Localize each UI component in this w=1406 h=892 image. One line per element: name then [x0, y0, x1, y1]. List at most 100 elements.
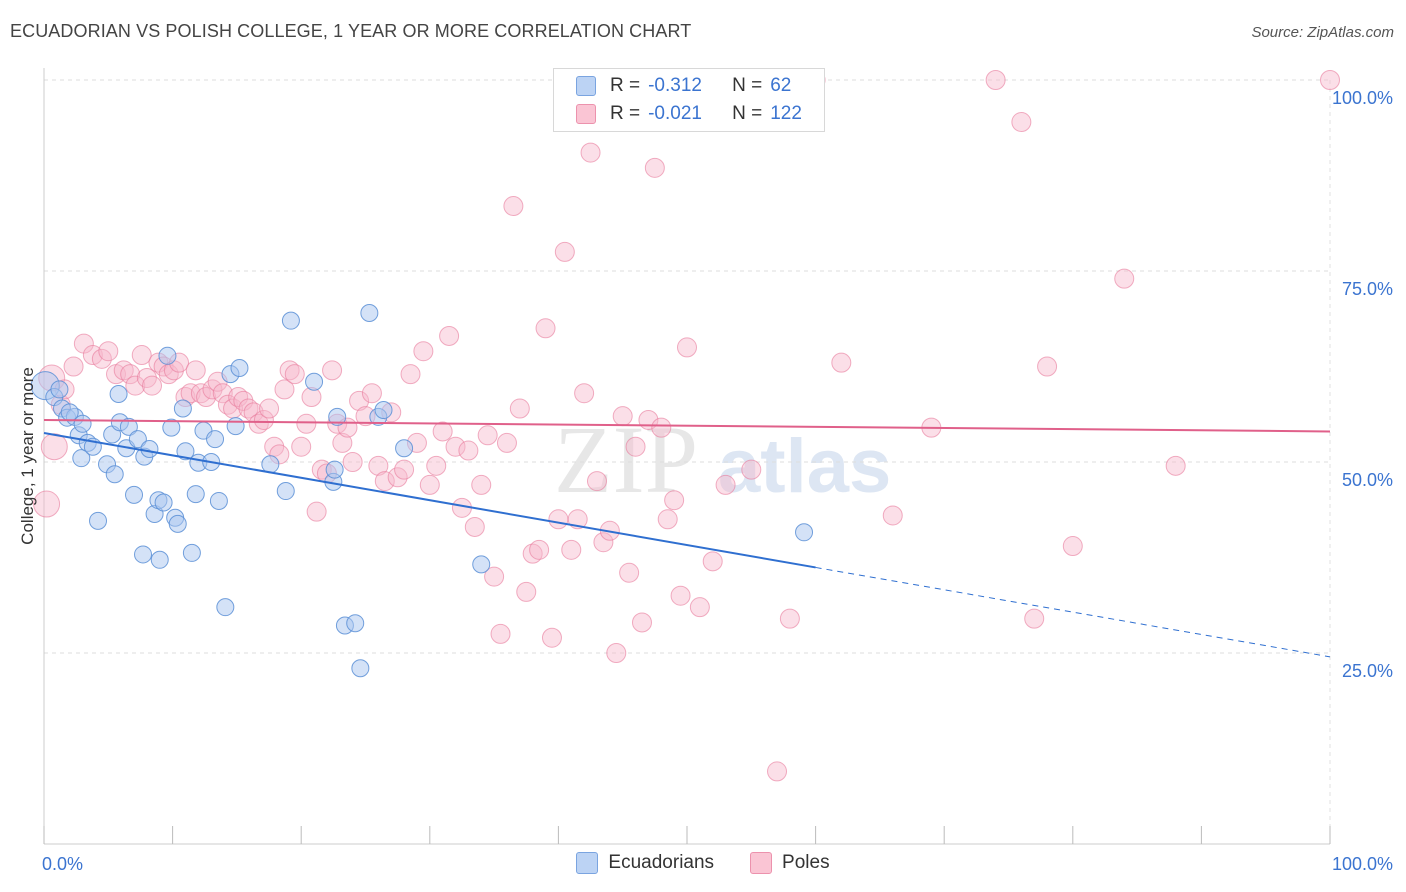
point-poles	[259, 398, 280, 419]
point-ecuadorians	[472, 555, 491, 574]
point-ecuadorians	[89, 511, 108, 530]
point-poles	[1320, 70, 1340, 90]
legend-r-value: -0.021	[648, 103, 702, 124]
point-poles	[831, 352, 852, 373]
point-ecuadorians	[105, 465, 124, 484]
series-poles-points	[33, 70, 1340, 782]
x-tick-label: 100.0%	[1332, 854, 1393, 874]
point-poles	[593, 532, 614, 553]
trend-ecuadorians-extrapolated	[815, 566, 1331, 658]
series-legend: Ecuadorians Poles	[0, 852, 1406, 874]
point-poles	[1024, 608, 1045, 629]
point-poles	[644, 157, 665, 178]
point-ecuadorians	[230, 359, 249, 378]
point-poles	[779, 608, 800, 629]
point-poles	[113, 360, 134, 381]
point-poles	[374, 471, 395, 492]
point-poles	[296, 413, 317, 434]
point-poles	[349, 390, 370, 411]
point-poles	[1037, 356, 1058, 377]
point-ecuadorians	[216, 598, 235, 617]
point-poles	[33, 490, 61, 518]
point-poles	[541, 627, 562, 648]
point-poles	[689, 597, 710, 618]
point-poles	[322, 360, 343, 381]
legend-n-value: 122	[770, 103, 802, 124]
point-poles	[657, 509, 678, 530]
point-poles	[741, 459, 762, 480]
point-poles	[253, 409, 274, 430]
watermark: ZIP atlas	[554, 406, 891, 513]
point-poles	[985, 70, 1006, 90]
point-poles	[180, 383, 201, 404]
point-poles	[394, 459, 415, 480]
point-poles	[131, 345, 152, 366]
trend-lines	[43, 418, 1331, 658]
point-ecuadorians	[346, 614, 365, 633]
point-poles	[413, 341, 434, 362]
point-poles	[332, 432, 353, 453]
point-ecuadorians	[374, 401, 393, 420]
point-poles	[554, 241, 575, 262]
x-tick-label: 0.0%	[42, 854, 83, 874]
point-poles	[142, 375, 163, 396]
point-ecuadorians	[176, 442, 195, 461]
point-poles	[503, 196, 524, 217]
point-poles	[1011, 112, 1032, 133]
point-ecuadorians	[360, 304, 379, 323]
point-ecuadorians	[305, 372, 324, 391]
legend-r-value: -0.312	[648, 75, 702, 96]
point-poles	[767, 761, 788, 782]
point-ecuadorians	[226, 417, 245, 436]
point-poles	[445, 436, 466, 457]
point-poles	[125, 375, 146, 396]
y-tick-label: 100.0%	[1332, 88, 1393, 108]
point-ecuadorians	[125, 485, 144, 504]
y-tick-label: 50.0%	[1342, 470, 1393, 490]
grid-lines	[44, 79, 1331, 844]
point-ecuadorians	[206, 430, 225, 449]
legend-label-poles: Poles	[782, 852, 830, 873]
point-poles	[342, 452, 363, 472]
point-poles	[185, 360, 206, 381]
point-ecuadorians	[72, 449, 91, 468]
point-ecuadorians	[276, 482, 295, 501]
watermark-atlas: atlas	[718, 424, 891, 509]
legend-r-label: R =	[610, 103, 641, 124]
point-poles	[361, 383, 382, 404]
legend-n-label: N =	[732, 103, 763, 124]
point-ecuadorians	[281, 311, 300, 330]
y-axis-label: College, 1 year or more	[18, 367, 37, 545]
point-ecuadorians	[50, 380, 69, 399]
point-poles	[63, 356, 84, 377]
point-ecuadorians	[140, 440, 159, 459]
point-poles	[535, 318, 556, 339]
stats-legend: R = -0.312 N = 62 R = -0.021 N = 122	[553, 68, 825, 132]
legend-swatch-ecuadorians	[576, 76, 596, 96]
chart-title: ECUADORIAN VS POLISH COLLEGE, 1 YEAR OR …	[10, 21, 692, 41]
point-poles	[301, 387, 322, 408]
point-ecuadorians	[150, 550, 169, 569]
legend-label-ecuadorians: Ecuadorians	[608, 852, 715, 873]
point-poles	[548, 509, 569, 530]
point-poles	[670, 585, 691, 606]
point-poles	[432, 421, 453, 442]
point-poles	[715, 474, 736, 495]
point-ecuadorians	[154, 493, 173, 512]
legend-item-ecuadorians[interactable]: Ecuadorians	[576, 852, 714, 874]
point-poles	[529, 539, 550, 560]
point-poles	[561, 539, 582, 560]
point-poles	[606, 643, 627, 663]
legend-item-poles[interactable]: Poles	[750, 852, 830, 874]
trend-ecuadorians	[43, 431, 816, 569]
point-poles	[496, 432, 517, 453]
point-poles	[516, 581, 537, 602]
point-poles	[1165, 455, 1186, 476]
point-ecuadorians	[73, 414, 92, 433]
point-poles	[580, 142, 601, 163]
point-ecuadorians	[261, 455, 280, 474]
legend-swatch-poles	[576, 104, 596, 124]
legend-r-label: R =	[610, 75, 641, 96]
point-poles	[274, 379, 295, 400]
chart-source: Source: ZipAtlas.com	[1251, 24, 1394, 41]
